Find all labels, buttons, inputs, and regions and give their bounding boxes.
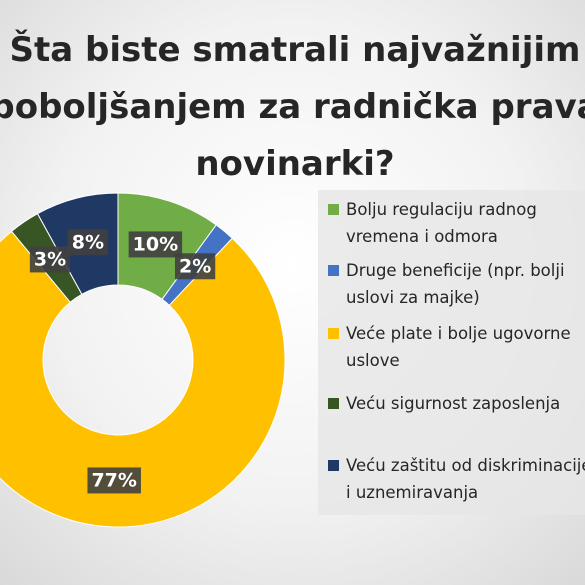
value-label-box (128, 231, 183, 258)
legend-item: Bolju regulaciju radnog vremena i odmora (328, 196, 585, 250)
legend-item: Veću sigurnost zaposlenja (328, 390, 585, 417)
value-label: 8% (72, 231, 104, 253)
value-label: 10% (133, 233, 178, 255)
legend-label: Veće plate i bolje ugovorne uslove (346, 324, 571, 370)
chart-title: Šta biste smatrali najvažnijim poboljšan… (0, 30, 585, 184)
legend-swatch (328, 398, 339, 409)
legend-item: Veće plate i bolje ugovorne uslove (328, 320, 585, 374)
value-label-group: 2% (174, 253, 216, 280)
legend-swatch (328, 460, 339, 471)
legend-swatch (328, 328, 339, 339)
value-label-group: 3% (29, 246, 71, 273)
value-label: 2% (179, 255, 211, 277)
legend-label: Veću sigurnost zaposlenja (346, 394, 561, 413)
legend-swatch (328, 265, 339, 276)
value-label-box (174, 253, 216, 280)
donut-slice (0, 230, 286, 528)
legend-swatch (328, 204, 339, 215)
legend-item: Druge beneficije (npr. bolji uslovi za m… (328, 257, 585, 311)
legend-item: Veću zaštitu od diskriminacije i uznemir… (328, 452, 585, 506)
value-label-group: 8% (67, 229, 109, 256)
legend-label: Veću zaštitu od diskriminacije i uznemir… (346, 456, 585, 502)
legend: Bolju regulaciju radnog vremena i odmora… (318, 190, 585, 515)
legend-label: Druge beneficije (npr. bolji uslovi za m… (346, 261, 565, 307)
value-label-box (87, 467, 141, 494)
value-label: 77% (91, 469, 136, 491)
value-label-group: 10% (128, 231, 183, 258)
value-label-box (67, 229, 109, 256)
legend-label: Bolju regulaciju radnog vremena i odmora (346, 200, 537, 246)
value-label-group: 77% (87, 467, 141, 494)
value-label: 3% (34, 248, 66, 270)
value-label-box (29, 246, 71, 273)
